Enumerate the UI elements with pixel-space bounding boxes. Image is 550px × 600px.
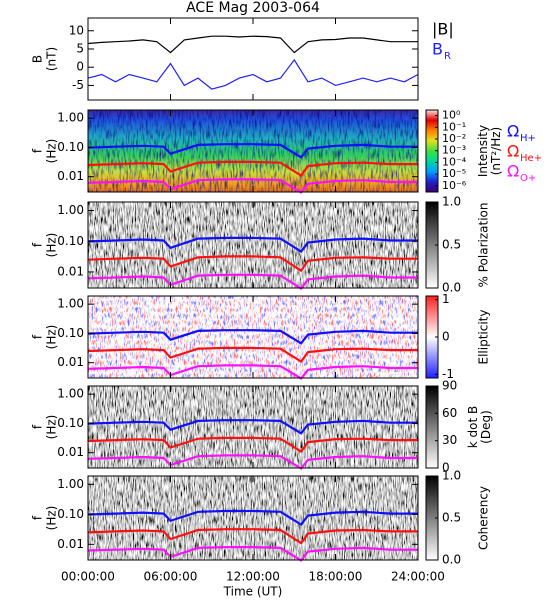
data-line xyxy=(87,58,419,90)
y-axis-title: B xyxy=(31,55,45,63)
frequency-line xyxy=(87,178,418,194)
frequency-line xyxy=(87,236,418,254)
x-tick-label: 24:00:00 xyxy=(391,570,445,584)
frequency-line xyxy=(87,454,418,470)
y-tick-label: 0.10 xyxy=(57,326,84,340)
colorbar-tick-label: 90 xyxy=(442,379,457,393)
frequency-line xyxy=(87,143,418,159)
colorbar-title: (nT²/Hz) xyxy=(489,127,503,175)
spectrogram-bg xyxy=(88,202,418,288)
frequency-line xyxy=(87,546,418,562)
y-tick-label: 1.00 xyxy=(57,387,84,401)
y-tick-label: 1.00 xyxy=(57,297,84,311)
frequency-line xyxy=(87,255,418,273)
legend-label: Ω xyxy=(507,142,519,161)
colorbar-tick-label: 0.0 xyxy=(442,281,461,295)
frequency-line xyxy=(87,436,418,453)
colorbar-tick-label: 10⁻¹ xyxy=(442,120,466,133)
x-axis-title: Time (UT) xyxy=(223,585,283,599)
y-axis-title: (Hz) xyxy=(45,139,59,164)
y-axis-title: f xyxy=(31,515,45,520)
x-tick-label: 12:00:00 xyxy=(226,570,280,584)
colorbar-title: Intensity xyxy=(476,125,490,177)
x-tick-label: 06:00:00 xyxy=(144,570,198,584)
y-tick-label: 1.00 xyxy=(57,203,84,217)
y-tick-label: 0.01 xyxy=(57,537,84,551)
colorbar-tick-label: 10⁻² xyxy=(442,132,466,145)
y-axis-title: (Hz) xyxy=(45,325,59,350)
legend-subscript: H+ xyxy=(520,133,536,144)
colorbar-tick-label: 10⁻³ xyxy=(442,144,466,157)
legend-subscript: He+ xyxy=(520,153,542,164)
frequency-line xyxy=(87,273,418,290)
y-axis-title: f xyxy=(31,334,45,339)
colorbar-tick-label: 0.5 xyxy=(442,511,461,525)
frequency-line xyxy=(87,329,418,345)
y-axis-title: f xyxy=(31,424,45,429)
y-axis-title: f xyxy=(31,242,45,247)
y-tick-label: 0.10 xyxy=(57,507,84,521)
y-tick-label: 0.10 xyxy=(57,234,84,248)
legend-label: |B| xyxy=(432,20,454,39)
plot-frame xyxy=(87,17,419,101)
legend-subscript: R xyxy=(444,51,451,62)
colorbar-tick-label: 1 xyxy=(442,292,450,306)
y-axis-title: f xyxy=(31,148,45,153)
colorbar-tick-label: 30 xyxy=(442,433,457,447)
frequency-line xyxy=(87,346,418,363)
colorbar-tick-label: 1.0 xyxy=(442,195,461,209)
y-tick-label: 5 xyxy=(76,41,84,55)
colorbar xyxy=(425,385,439,469)
colorbar-title: % Polarization xyxy=(477,203,491,288)
y-tick-label: 0.01 xyxy=(57,355,84,369)
colorbar-tick-label: 10⁻⁴ xyxy=(442,155,467,168)
colorbar-tick-label: 60 xyxy=(442,406,457,420)
colorbar-title: (Deg) xyxy=(479,410,493,444)
y-axis-title: (Hz) xyxy=(45,233,59,258)
y-tick-label: 0 xyxy=(76,60,84,74)
legend-subscript: O+ xyxy=(520,173,536,184)
y-axis-title: (Hz) xyxy=(45,506,59,531)
colorbar-tick-label: 0 xyxy=(442,330,450,344)
legend-label: B xyxy=(432,40,443,59)
y-tick-label: 0.01 xyxy=(57,169,84,183)
colorbar-title: Coherency xyxy=(477,486,491,550)
y-tick-label: -5 xyxy=(72,78,84,92)
y-axis-title: (nT) xyxy=(45,47,59,71)
data-line xyxy=(87,35,418,54)
x-tick-label: 18:00:00 xyxy=(309,570,363,584)
colorbar-tick-label: 0.5 xyxy=(442,238,461,252)
colorbar-tick-label: 0.0 xyxy=(442,553,461,567)
y-tick-label: 0.01 xyxy=(57,264,84,278)
legend-label: Ω xyxy=(507,162,519,181)
frequency-line xyxy=(87,364,418,380)
y-tick-label: 0.01 xyxy=(57,445,84,459)
colorbar-title: k dot B xyxy=(466,406,480,448)
colorbar-tick-label: -1 xyxy=(442,367,454,381)
frequency-line xyxy=(87,509,418,526)
frequency-line xyxy=(87,419,418,435)
colorbar-tick-label: 10⁻⁶ xyxy=(442,179,467,192)
y-tick-label: 0.10 xyxy=(57,416,84,430)
legend-label: Ω xyxy=(507,122,519,141)
frequency-line xyxy=(87,160,418,177)
colorbar-title: Ellipticity xyxy=(477,310,491,365)
colorbar-tick-label: 0 xyxy=(442,461,450,475)
y-tick-label: 1.00 xyxy=(57,111,84,125)
chart-title: ACE Mag 2003-064 xyxy=(186,0,320,16)
colorbar-tick-label: 10⁰ xyxy=(442,109,461,122)
colorbar-tick-label: 1.0 xyxy=(442,469,461,483)
y-axis-title: (Hz) xyxy=(45,415,59,440)
y-tick-label: 0.10 xyxy=(57,140,84,154)
y-tick-label: 1.00 xyxy=(57,477,84,491)
frequency-line xyxy=(87,528,418,545)
y-tick-label: 10 xyxy=(69,23,84,37)
colorbar-tick-label: 10⁻⁵ xyxy=(442,167,466,180)
x-tick-label: 00:00:00 xyxy=(61,570,115,584)
